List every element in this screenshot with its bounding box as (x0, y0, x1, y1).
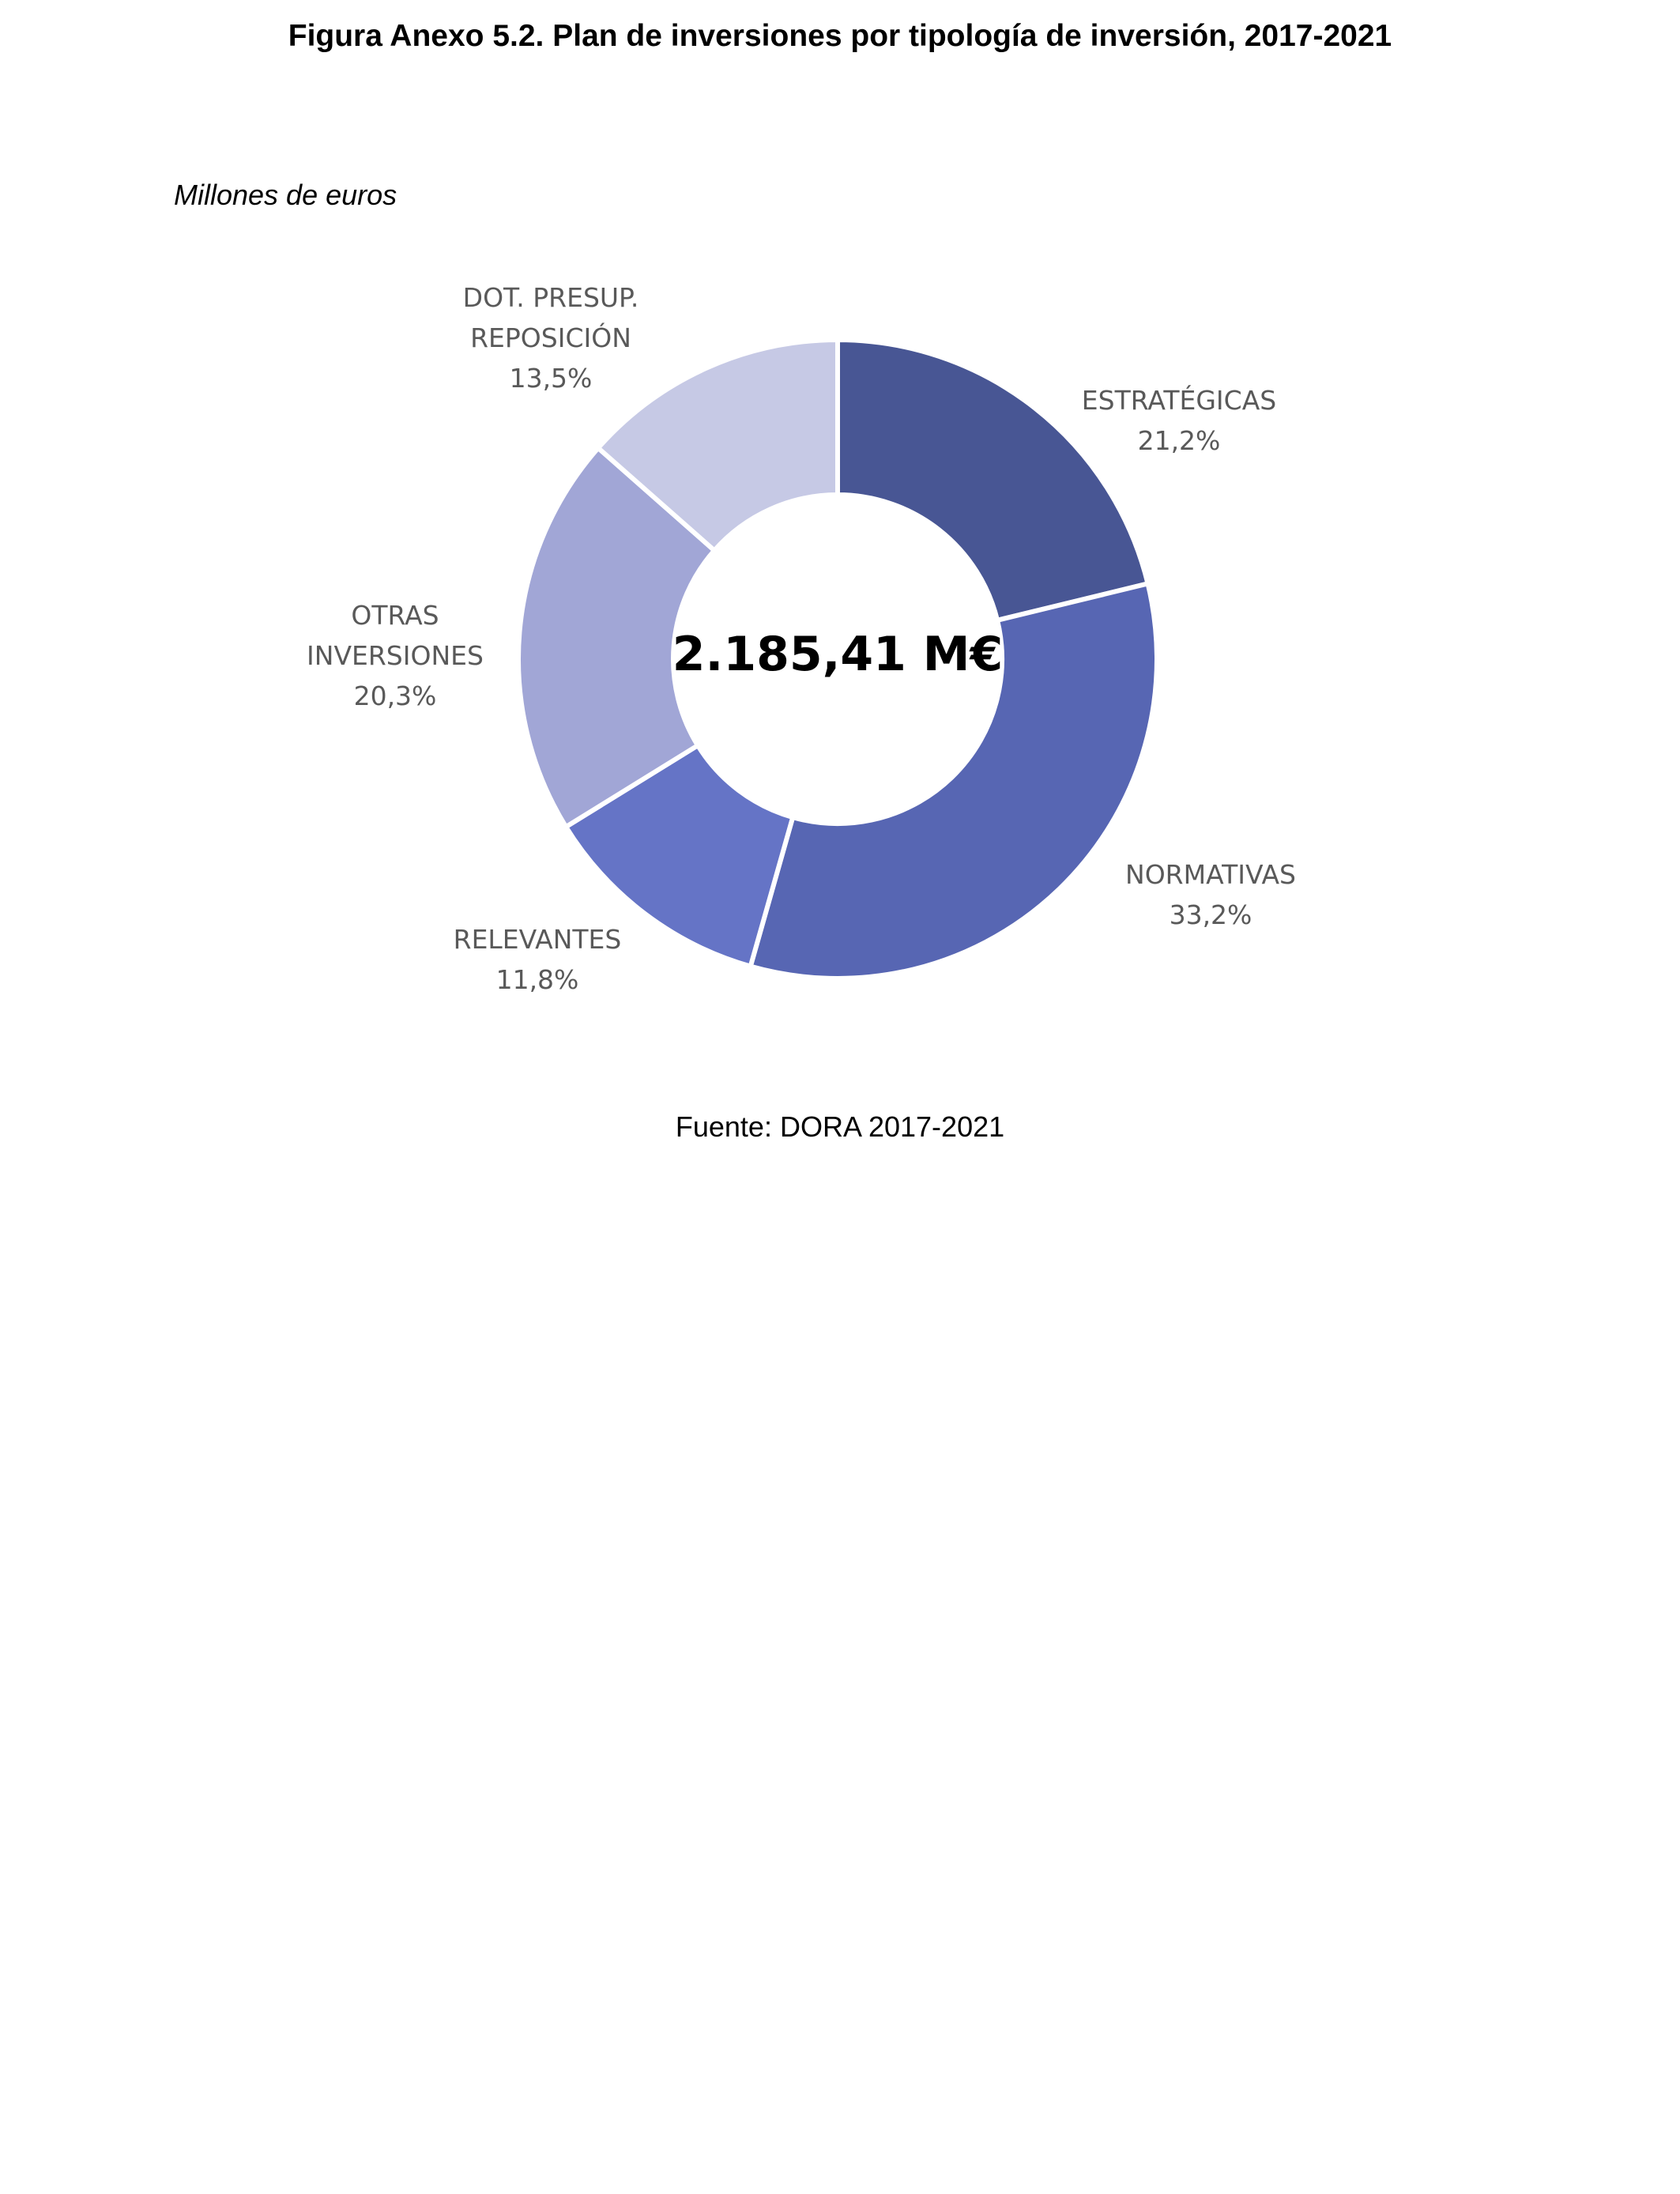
donut-chart: ESTRATÉGICAS 21,2% NORMATIVAS 33,2% RELEVANT… (307, 282, 1296, 995)
slice-percent-4: 13,5% (510, 363, 593, 394)
slice-label-4: DOT. PRESUP. REPOSICIÓN 13,5% (463, 282, 639, 394)
units-label: Millones de euros (174, 179, 397, 211)
donut-slice-1 (748, 581, 1159, 981)
slice-name-1-0: NORMATIVAS (1125, 859, 1296, 890)
slice-labels: ESTRATÉGICAS 21,2% NORMATIVAS 33,2% RELEVANT… (307, 282, 1296, 995)
slice-label-1: NORMATIVAS 33,2% (1125, 859, 1296, 930)
slice-label-2: RELEVANTES 11,8% (454, 924, 622, 995)
slice-name-3-0: OTRAS (351, 600, 439, 631)
slice-name-0-0: ESTRATÉGICAS (1082, 384, 1276, 416)
figure-title: Figura Anexo 5.2. Plan de inversiones po… (288, 19, 1392, 53)
donut-slice-3 (516, 445, 717, 830)
slice-name-4-0: DOT. PRESUP. (463, 282, 639, 313)
donut-slice-2 (563, 743, 796, 969)
slice-label-3: OTRAS INVERSIONES 20,3% (307, 600, 484, 711)
slice-percent-1: 33,2% (1170, 899, 1252, 930)
slice-name-2-0: RELEVANTES (454, 924, 622, 955)
center-total-label: 2.185,41 M€ (672, 627, 1003, 682)
source-note: Fuente: DORA 2017-2021 (675, 1110, 1005, 1143)
donut-slice-4 (595, 337, 840, 553)
slice-name-3-1: INVERSIONES (307, 640, 484, 671)
slice-percent-3: 20,3% (354, 680, 437, 711)
slice-label-0: ESTRATÉGICAS 21,2% (1082, 384, 1276, 456)
donut-slice-0 (835, 337, 1151, 623)
slice-percent-0: 21,2% (1138, 425, 1221, 456)
donut-slices (516, 337, 1159, 981)
slice-percent-2: 11,8% (496, 964, 579, 995)
slice-name-4-1: REPOSICIÓN (470, 322, 631, 353)
